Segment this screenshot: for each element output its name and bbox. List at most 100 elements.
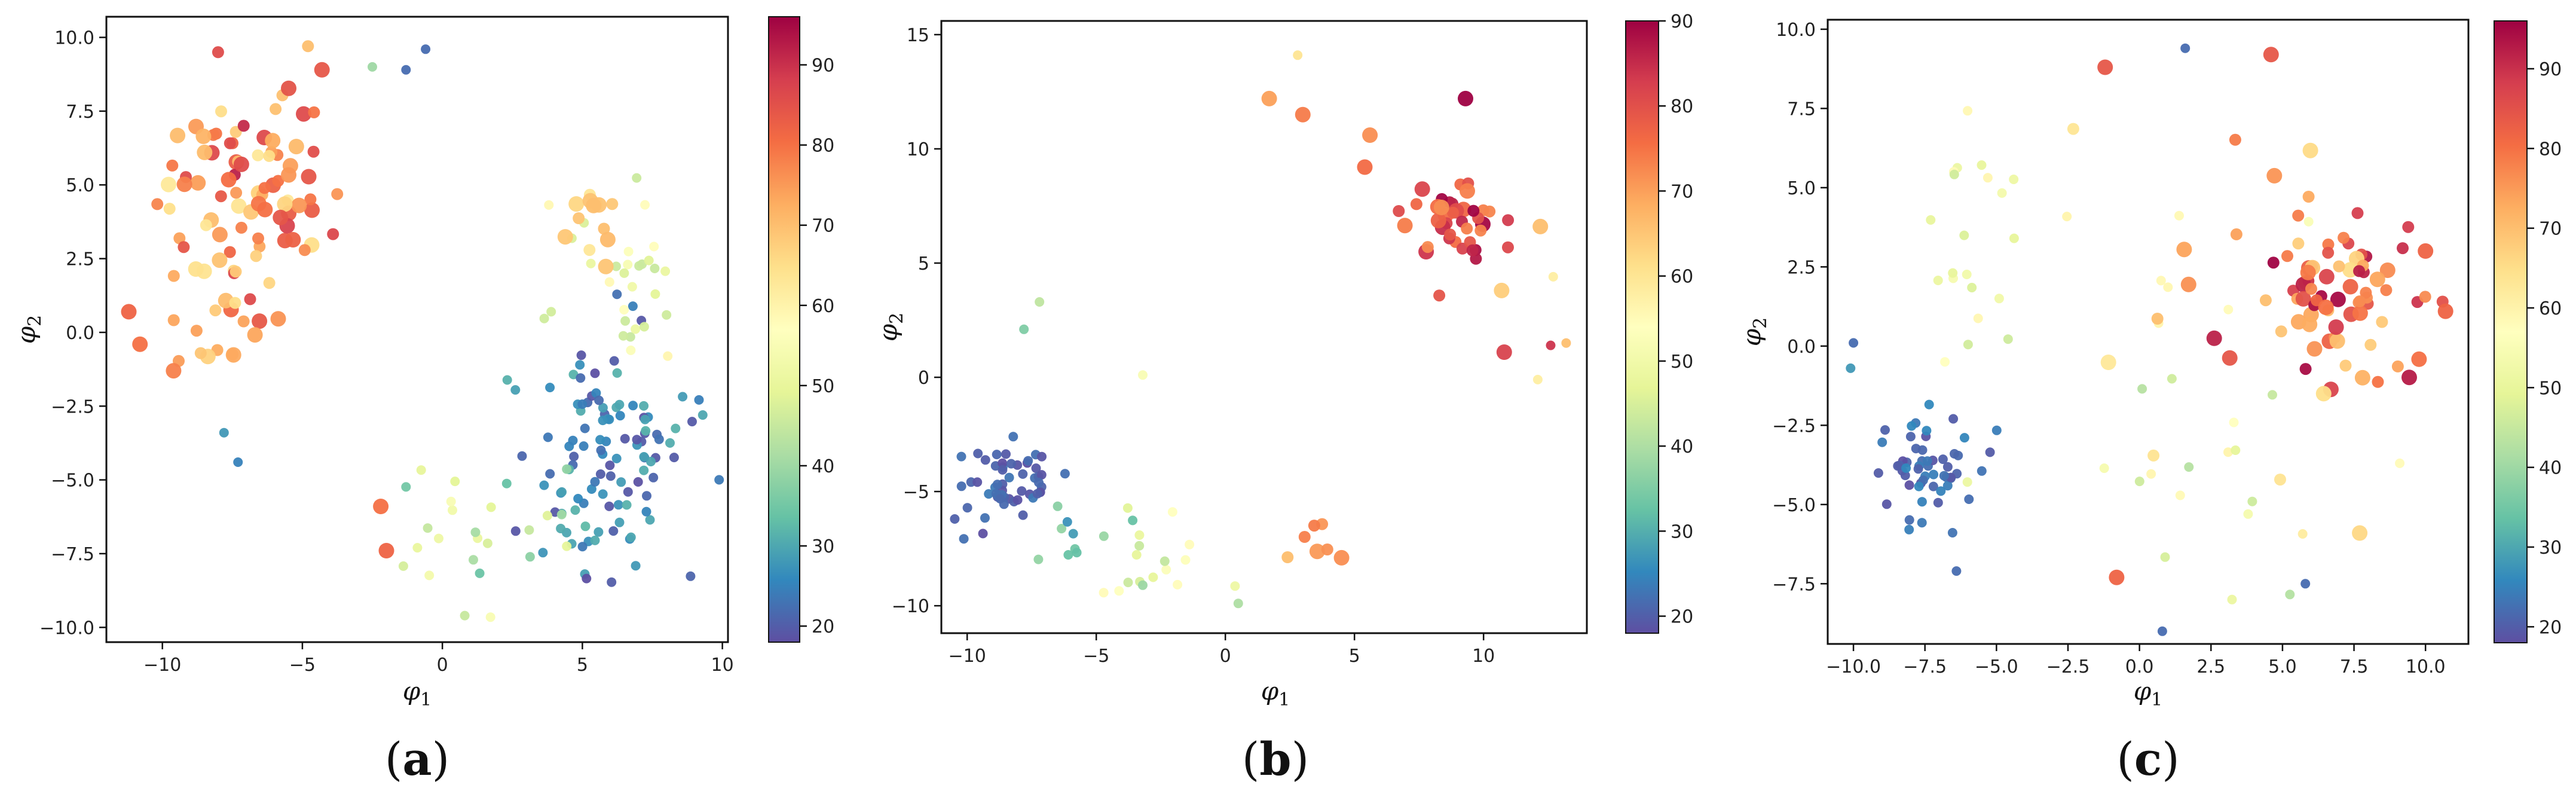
- y-tick-label: 10.0: [54, 28, 94, 49]
- scatter-point: [956, 481, 966, 491]
- scatter-point: [2342, 279, 2358, 295]
- scatter-point: [539, 480, 549, 490]
- scatter-point: [1393, 205, 1405, 217]
- scatter-point: [237, 120, 250, 132]
- scatter-point: [1433, 289, 1446, 302]
- scatter-point: [1964, 494, 1974, 504]
- scatter-point: [980, 455, 990, 465]
- scatter-point: [598, 489, 608, 499]
- colorbar-tick-label: 70: [812, 216, 834, 237]
- x-tick-label: −10: [949, 646, 986, 667]
- scatter-point: [1933, 497, 1943, 508]
- scatter-point: [1134, 540, 1145, 551]
- scatter-point: [448, 505, 457, 515]
- scatter-point: [424, 570, 435, 581]
- scatter-point: [1134, 530, 1145, 540]
- scatter-point: [1062, 517, 1072, 527]
- scatter-point: [2300, 579, 2311, 589]
- scatter-point: [291, 197, 307, 213]
- scatter-point: [1532, 218, 1549, 234]
- scatter-point: [502, 375, 512, 385]
- scatter-point: [538, 548, 548, 558]
- scatter-point: [595, 435, 605, 445]
- colorbar-tick-label: 40: [812, 456, 834, 477]
- scatter-point: [368, 62, 377, 72]
- scatter-point: [2229, 133, 2241, 146]
- y-tick-label: 5.0: [1787, 178, 1816, 199]
- x-axis-label: φ1: [2134, 676, 2163, 710]
- scatter-point: [619, 305, 629, 314]
- scatter-point: [1308, 520, 1320, 532]
- scatter-point: [586, 484, 596, 494]
- scatter-point: [686, 571, 696, 581]
- scatter-point: [1430, 212, 1446, 228]
- scatter-point: [557, 487, 567, 497]
- scatter-point: [579, 441, 589, 451]
- colorbar-tick-label: 30: [812, 536, 834, 557]
- scatter-point: [486, 502, 496, 512]
- scatter-point: [2230, 228, 2242, 240]
- scatter-point: [649, 242, 659, 252]
- scatter-point: [250, 250, 262, 262]
- scatter-point: [446, 496, 456, 506]
- scatter-point: [1947, 528, 1957, 538]
- scatter-points: [950, 50, 1571, 609]
- y-tick-label: −10: [892, 596, 929, 617]
- scatter-point: [1008, 432, 1018, 442]
- scatter-point: [2328, 319, 2344, 335]
- scatter-point: [1004, 472, 1014, 482]
- scatter-point: [2067, 123, 2079, 135]
- colorbar-tick-label: 70: [1671, 181, 1693, 202]
- scatter-point: [631, 561, 641, 571]
- scatter-point: [640, 414, 650, 425]
- scatter-point: [1997, 188, 2007, 198]
- scatter-point: [231, 198, 247, 214]
- scatter-point: [1502, 214, 1515, 227]
- scatter-point: [469, 555, 478, 565]
- scatter-point: [639, 465, 649, 475]
- scatter-point: [190, 325, 203, 337]
- scatter-point: [2315, 386, 2332, 402]
- scatter-point: [229, 297, 241, 309]
- colorbar-tick-label: 80: [1671, 96, 1693, 117]
- scatter-point: [272, 175, 284, 187]
- colorbar-tick-label: 60: [812, 296, 834, 317]
- scatter-point: [568, 196, 585, 212]
- scatter-point: [586, 258, 596, 268]
- scatter-point: [281, 80, 296, 96]
- scatter-point: [215, 105, 227, 118]
- scatter-point: [460, 610, 470, 621]
- scatter-point: [1926, 215, 1936, 225]
- scatter-point: [2009, 175, 2019, 184]
- scatter-point: [2180, 276, 2196, 292]
- colorbar-tick-label: 90: [812, 55, 834, 76]
- scatter-point: [590, 368, 600, 378]
- scatter-point: [1942, 462, 1953, 472]
- scatter-point: [166, 363, 182, 379]
- scatter-point: [1963, 340, 1973, 350]
- scatter-point: [1911, 444, 1921, 454]
- scatter-point: [412, 543, 423, 553]
- scatter-point: [2267, 256, 2280, 269]
- scatter-point: [645, 515, 655, 525]
- scatter-point: [654, 434, 664, 444]
- scatter-point: [212, 227, 228, 243]
- scatter-point: [273, 209, 289, 225]
- x-tick-label: 0: [1220, 646, 1231, 667]
- colorbar-tick-label: 30: [1671, 521, 1693, 542]
- scatter-point: [1018, 510, 1028, 520]
- scatter-point: [580, 521, 591, 532]
- scatter-point: [1977, 160, 1987, 170]
- scatter-point: [1032, 488, 1042, 499]
- scatter-point: [1433, 200, 1449, 215]
- x-tick-label: 10.0: [2406, 656, 2446, 677]
- scatter-point: [641, 506, 651, 517]
- scatter-point: [1904, 524, 1914, 535]
- scatter-point: [1397, 218, 1413, 234]
- scatter-point: [626, 532, 636, 542]
- scatter-point: [331, 188, 344, 200]
- y-tick-label: −2.5: [1772, 416, 1816, 436]
- y-tick-label: 7.5: [66, 102, 94, 123]
- scatter-point: [2247, 496, 2257, 506]
- scatter-point: [1458, 90, 1473, 106]
